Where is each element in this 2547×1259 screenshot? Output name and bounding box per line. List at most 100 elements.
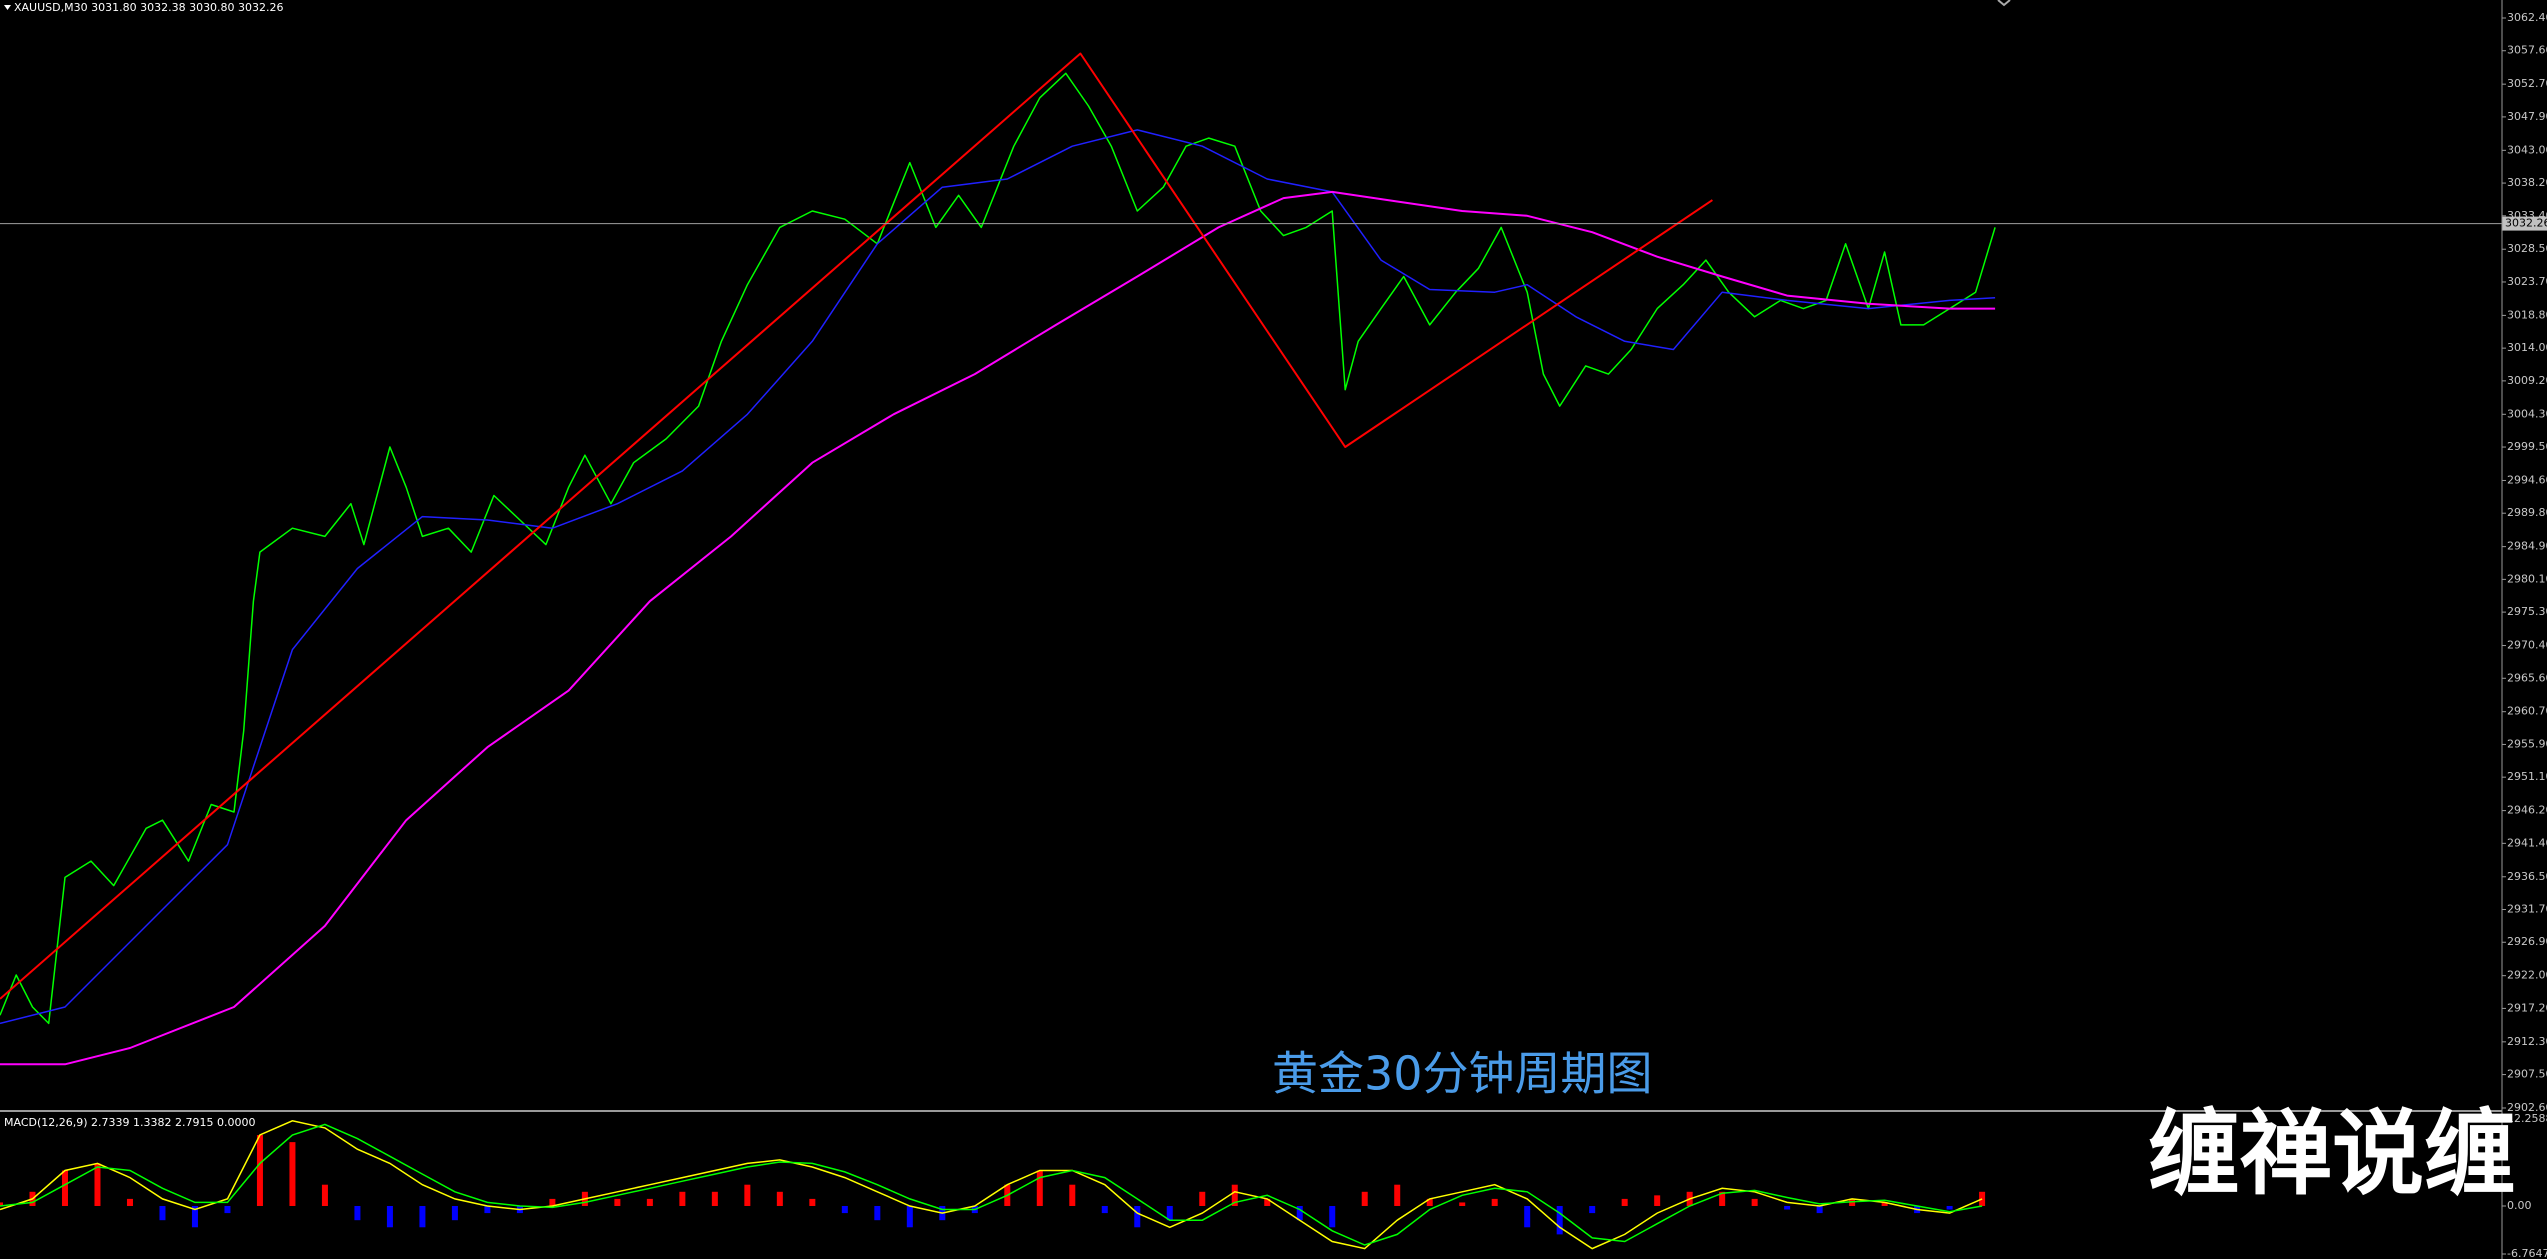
- macd-histogram-bar: [126, 1198, 133, 1206]
- macd-histogram-bar: [614, 1198, 621, 1206]
- macd-histogram-bar: [744, 1184, 751, 1206]
- macd-line: [0, 1120, 1983, 1250]
- macd-histogram-bar: [646, 1198, 653, 1206]
- current-price-box: [2502, 216, 2547, 231]
- macd-histogram-bar: [1816, 1205, 1823, 1214]
- y-tick-label: 3047.90: [2507, 110, 2547, 123]
- y-tick-label: 2907.50: [2507, 1068, 2547, 1081]
- y-tick-label: 2999.50: [2507, 440, 2547, 453]
- shift-marker: [1997, 0, 2011, 7]
- macd-histogram-bar: [256, 1135, 263, 1206]
- macd-histogram-bar: [549, 1198, 556, 1206]
- y-tick-label: 2931.70: [2507, 903, 2547, 916]
- y-tick-label: 3043.00: [2507, 143, 2547, 156]
- y-tick-label: 2970.40: [2507, 639, 2547, 652]
- y-tick-label: 3038.20: [2507, 176, 2547, 189]
- macd-histogram-bar: [159, 1205, 166, 1221]
- macd-histogram-bar: [224, 1205, 231, 1214]
- y-tick-label: 2936.50: [2507, 870, 2547, 883]
- macd-histogram-bar: [679, 1191, 686, 1206]
- macd-histogram-bar: [94, 1163, 101, 1206]
- y-tick-label: 2917.20: [2507, 1001, 2547, 1014]
- macd-histogram-bar: [484, 1205, 491, 1214]
- price-line: [0, 52, 1713, 1000]
- y-tick-label: 2960.70: [2507, 705, 2547, 718]
- macd-histogram-bar: [1784, 1205, 1791, 1210]
- macd-histogram-bar: [354, 1205, 361, 1221]
- y-tick-label: 2994.60: [2507, 473, 2547, 486]
- y-tick-label: 3057.60: [2507, 44, 2547, 57]
- macd-histogram-bar: [1654, 1195, 1661, 1206]
- macd-histogram-bar: [1719, 1191, 1726, 1206]
- y-tick-label: 3062.40: [2507, 11, 2547, 24]
- macd-histogram-bar: [1946, 1205, 1953, 1210]
- macd-histogram-bar: [841, 1205, 848, 1214]
- macd-histogram-bar: [1361, 1191, 1368, 1206]
- y-tick-label: 2955.90: [2507, 737, 2547, 750]
- macd-histogram-bar: [1556, 1205, 1563, 1235]
- price-line: [0, 190, 1996, 1066]
- macd-histogram-bar: [1589, 1205, 1596, 1214]
- macd-histogram-bar: [1394, 1184, 1401, 1206]
- macd-histogram-bar: [1524, 1205, 1531, 1228]
- macd-histogram-bar: [1134, 1205, 1141, 1228]
- macd-histogram-bar: [1166, 1205, 1173, 1221]
- y-tick-label: 3023.70: [2507, 275, 2547, 288]
- price-line: [0, 72, 1996, 1025]
- macd-histogram-bar: [1101, 1205, 1108, 1214]
- macd-histogram-bar: [1979, 1191, 1986, 1206]
- macd-histogram-bar: [321, 1184, 328, 1206]
- y-tick-label: 3004.30: [2507, 407, 2547, 420]
- y-tick-label: 2941.40: [2507, 836, 2547, 849]
- macd-histogram-bar: [0, 1202, 3, 1206]
- macd-histogram-bar: [711, 1191, 718, 1206]
- macd-histogram-bar: [1036, 1170, 1043, 1206]
- macd-histogram-bar: [1296, 1205, 1303, 1221]
- macd-histogram-bar: [289, 1142, 296, 1206]
- macd-histogram-bar: [191, 1205, 198, 1228]
- macd-histogram-bar: [874, 1205, 881, 1221]
- macd-histogram-bar: [1491, 1198, 1498, 1206]
- y-tick-label: 2980.10: [2507, 572, 2547, 585]
- chart-annotation: 黄金30分钟周期图: [1272, 1047, 1653, 1101]
- macd-header: MACD(12,26,9) 2.7339 1.3382 2.7915 0.000…: [4, 1116, 256, 1129]
- macd-histogram-bar: [776, 1191, 783, 1206]
- y-tick-label: 2926.90: [2507, 935, 2547, 948]
- y-tick-label: 3014.00: [2507, 341, 2547, 354]
- watermark: 缠禅说缠: [2148, 1100, 2516, 1207]
- plot-layer: 3062.40 3057.60 3052.70 3047.90 3043.00 3038.…: [0, 11, 2547, 1259]
- y-tick-label: 2922.00: [2507, 969, 2547, 982]
- y-tick-label: 3018.80: [2507, 308, 2547, 321]
- macd-histogram-bar: [906, 1205, 913, 1228]
- macd-histogram-bar: [386, 1205, 393, 1228]
- macd-histogram-bar: [809, 1198, 816, 1206]
- macd-histogram-bar: [1264, 1198, 1271, 1206]
- y-tick-label: 2946.20: [2507, 804, 2547, 817]
- macd-histogram-bar: [1329, 1205, 1336, 1228]
- macd-histogram-bar: [1621, 1198, 1628, 1206]
- y-tick-label: 2965.60: [2507, 671, 2547, 684]
- y-tick-label: 2951.10: [2507, 770, 2547, 783]
- macd-line: [0, 1123, 1983, 1246]
- y-tick-label: 2975.30: [2507, 605, 2547, 618]
- y-tick-label: -6.7647: [2507, 1247, 2547, 1259]
- y-tick-label: 2912.30: [2507, 1035, 2547, 1048]
- macd-histogram-bar: [419, 1205, 426, 1228]
- y-tick-label: 0.00: [2507, 1199, 2532, 1212]
- macd-histogram-bar: [1751, 1198, 1758, 1206]
- y-tick-label: 2984.90: [2507, 540, 2547, 553]
- symbol-header: XAUUSD,M30 3031.80 3032.38 3030.80 3032.…: [14, 1, 284, 14]
- macd-histogram-bar: [1199, 1191, 1206, 1206]
- current-price-label: 3032.26: [2505, 217, 2547, 230]
- price-line: [0, 129, 1996, 1025]
- y-tick-label: 12.2588: [2507, 1112, 2547, 1125]
- y-tick-label: 2989.80: [2507, 506, 2547, 519]
- y-tick-label: 3009.20: [2507, 374, 2547, 387]
- menu-triangle: [4, 5, 11, 10]
- macd-histogram-bar: [61, 1170, 68, 1206]
- macd-histogram-bar: [451, 1205, 458, 1221]
- macd-histogram-bar: [1426, 1198, 1433, 1206]
